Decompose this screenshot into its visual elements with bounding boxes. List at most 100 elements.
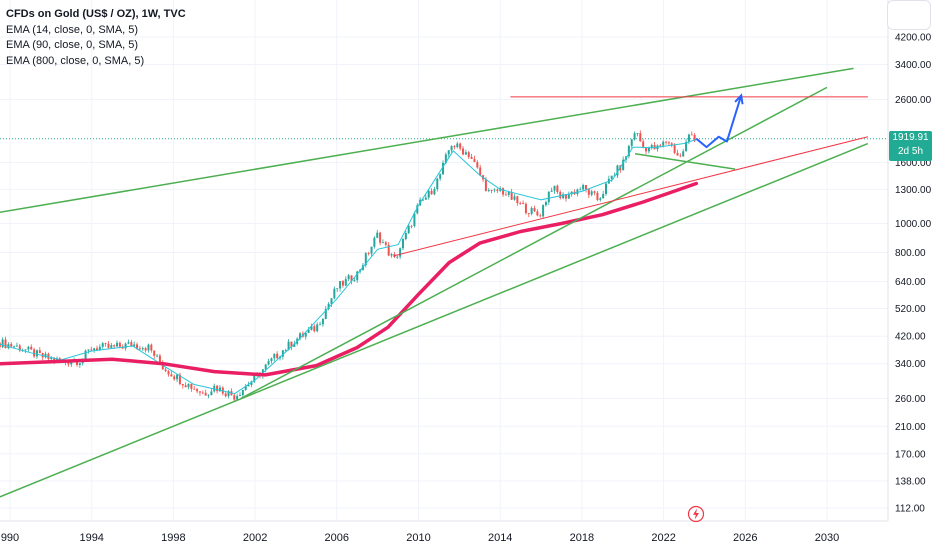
y-tick-label-8: 520.00 [895,304,926,315]
candle-body [662,141,665,146]
candle-body [553,185,556,191]
candle-body [665,141,668,143]
candle-body [150,344,153,351]
trendline-2 [240,86,828,400]
ema90-legend[interactable]: EMA (90, close, 0, SMA, 5) [6,39,139,51]
candle-body [562,194,565,199]
trendline-4 [393,136,868,257]
candle-body [10,344,13,347]
candle-body [313,326,316,332]
candle-body [236,395,239,400]
candle-body [407,225,410,233]
symbol-title[interactable]: CFDs on Gold (US$ / OZ), 1W, TVC [6,8,186,20]
candle-body [387,244,390,256]
last-price-tag: 1919.91 2d 5h [889,131,932,161]
candle-body [110,345,113,348]
candle-body [682,151,685,157]
candle-body [227,391,230,397]
candle-body [396,256,399,258]
candle-body [207,394,210,396]
candle-body [527,213,530,214]
candle-body [542,205,545,217]
candle-body [376,232,379,238]
candle-body [136,344,139,349]
candle-body [590,191,593,195]
candle-body [364,253,367,266]
candle-body [33,349,36,357]
candle-body [70,362,73,365]
x-tick-label-2: 1998 [161,532,185,544]
projection-path [695,95,743,149]
candle-body [470,157,473,159]
candle-body [310,326,313,330]
candle-body [442,162,445,175]
candle-body [593,191,596,193]
candle-body [444,154,447,163]
candle-body [516,196,519,204]
candle-body [178,374,181,384]
candle-body [118,342,121,347]
y-tick-label-14: 138.00 [895,476,926,487]
candle-body [44,353,47,358]
candle-body [84,350,87,360]
candle-body [216,385,219,392]
y-tick-label-6: 800.00 [895,248,926,259]
candle-body [244,386,247,390]
time-axis[interactable]: 990 1994 1998 2002 2006 2010 2014 2018 2022 2026 2… [1,532,839,544]
candle-body [339,281,342,289]
candle-body [0,342,1,348]
candle-body [679,155,682,157]
candle-body [341,281,344,286]
x-tick-label-6: 2014 [488,532,512,544]
x-tick-label-1: 1994 [79,532,103,544]
drawing-tools[interactable] [0,67,888,498]
candle-body [530,208,533,214]
candle-body [513,196,516,200]
candle-body [264,364,267,370]
candle-body [539,215,542,217]
candle-body [510,191,513,200]
last-price: 1919.91 [892,132,929,143]
x-tick-label-7: 2018 [570,532,594,544]
candle-body [241,389,244,396]
ema800-legend[interactable]: EMA (800, close, 0, SMA, 5) [6,54,145,67]
candle-body [421,199,424,201]
candle-body [319,324,322,326]
candle-body [233,395,236,400]
candle-body [133,344,136,347]
candle-body [559,192,562,199]
candle-body [130,342,133,347]
candle-body [124,343,127,349]
candle-body [547,191,550,203]
candle-body [439,174,442,179]
y-tick-label-11: 260.00 [895,394,926,405]
candle-body [196,389,199,392]
candle-body [353,280,356,282]
candle-body [567,194,570,199]
chart-settings-icon[interactable] [887,0,931,30]
candle-body [284,349,287,351]
candle-body [633,133,636,140]
candle-body [639,133,642,142]
y-tick-label-1: 3400.00 [895,60,932,71]
ema14-legend[interactable]: EMA (14, close, 0, SMA, 5) [6,23,139,36]
candle-body [101,343,104,347]
candle-body [164,369,167,372]
candle-body [270,358,273,362]
y-tick-label-12: 210.00 [895,422,926,433]
candle-body [564,194,567,199]
candle-body [496,189,499,191]
candle-body [544,202,547,206]
candle-body [622,159,625,171]
y-tick-label-2: 2600.00 [895,95,932,106]
candle-body [410,225,413,227]
candle-body [204,392,207,396]
candle-body [533,208,536,212]
candle-body [350,275,353,282]
flash-icon[interactable] [687,505,705,523]
candle-body [107,343,110,348]
candle-body [153,350,156,356]
candle-body [336,288,339,290]
price-axis[interactable]: 4200.00 3400.00 2600.00 1600.00 1300.00 1000.… [895,33,932,515]
